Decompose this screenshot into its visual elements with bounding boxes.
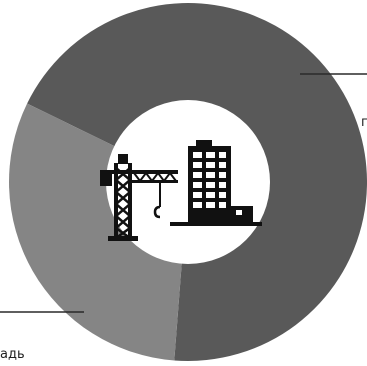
construction-crane-and-building-icon — [100, 140, 262, 241]
slice-label-top: п — [361, 115, 367, 130]
crane-mast-icon — [108, 154, 138, 241]
building-icon — [170, 140, 262, 226]
crane-jib-icon — [100, 170, 178, 219]
slice-label-bottom: адь — [0, 347, 25, 362]
